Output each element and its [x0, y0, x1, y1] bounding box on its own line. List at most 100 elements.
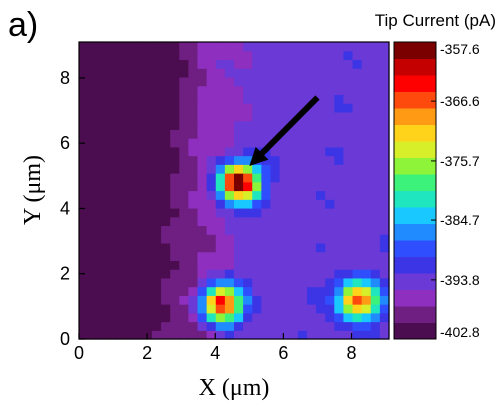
heatmap-cell — [133, 277, 144, 288]
heatmap-cell — [306, 199, 317, 209]
heatmap-cell — [252, 42, 262, 52]
heatmap-cell — [179, 173, 190, 183]
heatmap-cell — [325, 146, 335, 157]
heatmap-cell — [325, 76, 335, 87]
heatmap-cell — [115, 207, 126, 218]
heatmap-cell — [361, 76, 372, 87]
heatmap-cell — [124, 216, 135, 227]
heatmap-cell — [161, 164, 171, 174]
heatmap-cell — [352, 138, 363, 148]
heatmap-cell — [161, 59, 171, 69]
heatmap-cell — [270, 146, 281, 157]
heatmap-cell — [124, 330, 135, 340]
heatmap-cell — [115, 103, 126, 113]
heatmap-cell — [243, 103, 253, 113]
heatmap-cell — [79, 242, 89, 253]
heatmap-cell — [215, 120, 226, 130]
heatmap-cell — [170, 312, 180, 323]
heatmap-cell — [370, 155, 381, 165]
heatmap-cell — [179, 321, 190, 331]
heatmap-cell — [306, 146, 317, 157]
heatmap-cell — [79, 190, 89, 200]
colorbar-segment — [394, 157, 436, 175]
heatmap-cell — [133, 85, 144, 96]
heatmap-cell — [270, 181, 281, 192]
heatmap-cell — [106, 304, 117, 314]
heatmap-cell — [325, 199, 335, 209]
heatmap-cell — [206, 50, 217, 61]
heatmap-cell — [161, 138, 171, 148]
heatmap-cell — [334, 225, 345, 235]
heatmap-cell — [97, 59, 107, 69]
heatmap-cell — [179, 286, 190, 296]
heatmap-cell — [243, 225, 253, 235]
heatmap-cell — [279, 181, 290, 192]
heatmap-cell — [352, 216, 363, 227]
heatmap-cell — [325, 42, 335, 52]
heatmap-cell — [179, 111, 190, 122]
heatmap-cell — [88, 286, 98, 296]
heatmap-cell — [133, 269, 144, 279]
heatmap-cell — [188, 251, 199, 261]
heatmap-cell — [234, 251, 244, 261]
heatmap-cell — [352, 59, 363, 69]
heatmap-cell — [206, 207, 217, 218]
heatmap-cell — [133, 138, 144, 148]
heatmap-cell — [188, 295, 199, 305]
heatmap-cell — [197, 286, 208, 296]
heatmap-cell — [106, 312, 117, 323]
heatmap-cell — [306, 312, 317, 323]
heatmap-cell — [124, 42, 135, 52]
heatmap-cell — [234, 234, 244, 244]
heatmap-cell — [297, 155, 308, 165]
heatmap-cell — [361, 138, 372, 148]
heatmap-cell — [352, 330, 363, 340]
heatmap-cell — [115, 304, 126, 314]
heatmap-cell — [306, 260, 317, 270]
heatmap-cell — [124, 50, 135, 61]
heatmap-cell — [234, 155, 244, 165]
heatmap-cell — [334, 146, 345, 157]
heatmap-cell — [370, 138, 381, 148]
heatmap-cell — [97, 129, 107, 139]
heatmap-cell — [206, 138, 217, 148]
heatmap-cell — [288, 312, 299, 323]
heatmap-cell — [151, 181, 162, 192]
heatmap-cell — [243, 59, 253, 69]
heatmap-cell — [361, 173, 372, 183]
heatmap-cell — [352, 225, 363, 235]
heatmap-cell — [88, 59, 98, 69]
heatmap-cell — [325, 207, 335, 218]
heatmap-cell — [124, 138, 135, 148]
heatmap-cell — [370, 129, 381, 139]
heatmap-cell — [252, 242, 262, 253]
heatmap-cell — [188, 286, 199, 296]
heatmap-cell — [297, 295, 308, 305]
heatmap-cell — [170, 59, 180, 69]
heatmap-cell — [343, 50, 354, 61]
heatmap-cell — [224, 164, 235, 174]
heatmap-cell — [151, 120, 162, 130]
heatmap-cell — [97, 225, 107, 235]
heatmap-cell — [197, 146, 208, 157]
heatmap-cell — [343, 321, 354, 331]
heatmap-cell — [115, 146, 126, 157]
arrow-head — [249, 146, 269, 167]
heatmap-cell — [316, 251, 326, 261]
heatmap-cell — [370, 164, 381, 174]
heatmap-cell — [379, 85, 390, 96]
heatmap-cell — [142, 138, 153, 148]
heatmap-cell — [270, 330, 281, 340]
heatmap-cell — [252, 295, 262, 305]
heatmap-cell — [334, 330, 345, 340]
heatmap-cell — [88, 76, 98, 87]
heatmap-cell — [297, 260, 308, 270]
heatmap-cell — [334, 138, 345, 148]
heatmap-cell — [370, 207, 381, 218]
heatmap-cell — [151, 155, 162, 165]
heatmap-cell — [115, 286, 126, 296]
heatmap-cell — [370, 277, 381, 288]
heatmap-cell — [316, 234, 326, 244]
heatmap-cell — [343, 190, 354, 200]
heatmap-cell — [106, 76, 117, 87]
